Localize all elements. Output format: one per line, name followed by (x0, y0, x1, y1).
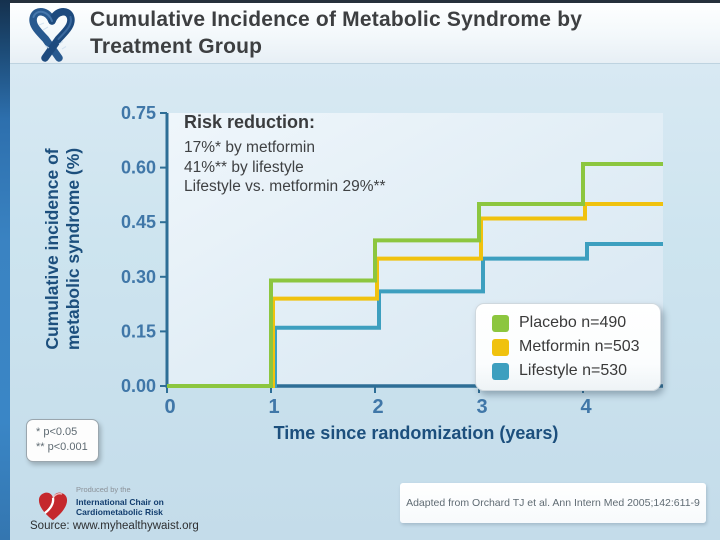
x-tick-label: 0 (164, 396, 175, 418)
legend-item: Lifestyle n=530 (492, 359, 660, 383)
x-axis-title: Time since randomization (years) (273, 423, 559, 443)
left-accent-strip (0, 0, 10, 540)
y-tick-label: 0.45 (121, 212, 156, 232)
legend-swatch-placebo (492, 314, 509, 332)
logo-org-line1: International Chair on (76, 497, 164, 507)
logo-produced-by: Produced by the (76, 485, 131, 494)
chart-legend: Placebo n=490 Metformin n=503 Lifestyle n=… (475, 303, 661, 391)
logo-text-block: Produced by the International Chair on C… (76, 483, 164, 524)
iccr-logo: Produced by the International Chair on C… (34, 483, 164, 524)
y-tick-label: 0.15 (121, 321, 156, 341)
y-tick-label: 0.30 (121, 267, 156, 287)
pvalue-footnote-box: * p<0.05 ** p<0.001 (26, 419, 99, 462)
footnote-line1: * p<0.05 (36, 426, 78, 438)
legend-label: Lifestyle n=530 (519, 362, 628, 379)
legend-item: Placebo n=490 (492, 311, 660, 335)
citation-box: Adapted from Orchard TJ et al. Ann Inter… (400, 483, 706, 523)
annotation-line-metformin: 17%* by metformin (184, 139, 315, 156)
header-band (10, 3, 720, 64)
footnote-line2: ** p<0.001 (36, 441, 88, 453)
heart-logo-icon (38, 492, 68, 521)
annotation-line-lifestyle: 41%** by lifestyle (184, 158, 304, 176)
x-tick-label: 3 (476, 396, 487, 418)
annotation-line-comparison: Lifestyle vs. metformin 29%** (184, 178, 386, 195)
legend-swatch-metformin (492, 338, 509, 356)
logo-org-line2: Cardiometabolic Risk (76, 506, 163, 517)
x-tick-label: 2 (372, 396, 383, 418)
y-tick-label: 0.00 (121, 376, 156, 396)
y-tick-label: 0.75 (121, 103, 156, 123)
annotation-title: Risk reduction: (184, 112, 316, 132)
y-tick-label: 0.60 (121, 158, 156, 178)
legend-label: Placebo n=490 (519, 314, 627, 331)
series-line-placebo (167, 161, 663, 388)
x-tick-label: 4 (580, 396, 592, 418)
source-text: Source: www.myhealthywaist.org (30, 520, 199, 532)
awareness-ribbon-icon (29, 8, 75, 62)
risk-reduction-annotation: Risk reduction: 17%* by metformin 41%** … (184, 112, 386, 197)
legend-item: Metformin n=503 (492, 335, 660, 359)
x-tick-label: 1 (268, 396, 279, 418)
legend-label: Metformin n=503 (519, 338, 640, 355)
citation-text: Adapted from Orchard TJ et al. Ann Inter… (406, 497, 700, 509)
legend-swatch-lifestyle (492, 362, 509, 380)
slide-title: Cumulative Incidence of Metabolic Syndro… (90, 8, 583, 58)
top-border (0, 0, 720, 3)
